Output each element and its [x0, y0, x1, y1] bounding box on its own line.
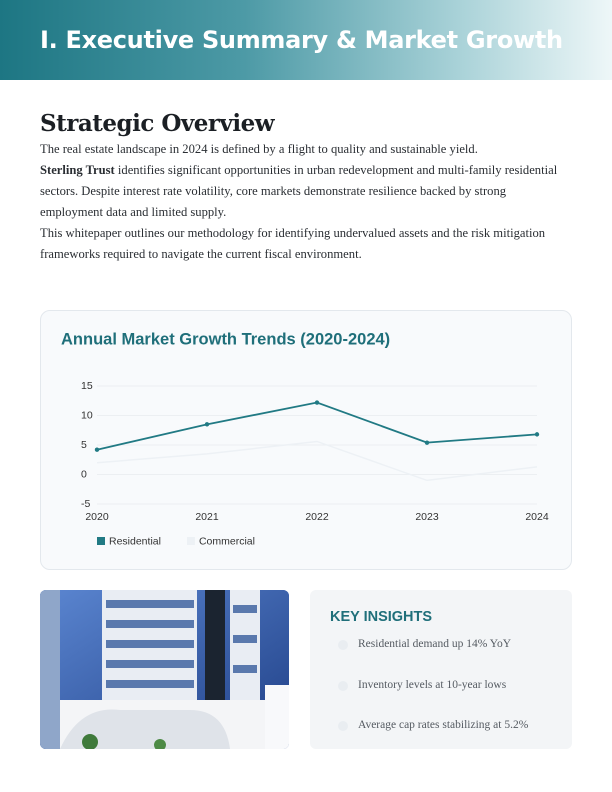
paragraph: This whitepaper outlines our methodology… — [40, 223, 572, 265]
lead: Sterling Trust — [40, 163, 115, 177]
legend-label: Commercial — [199, 535, 255, 547]
data-point — [314, 400, 320, 405]
y-tick-label: -5 — [81, 498, 90, 510]
x-tick-label: 2021 — [195, 511, 219, 523]
building-photo — [40, 590, 289, 749]
insight-item: Average cap rates stabilizing at 5.2% — [358, 719, 529, 731]
data-point — [204, 422, 210, 427]
y-tick-label: 5 — [81, 439, 87, 451]
y-tick-label: 0 — [81, 468, 87, 480]
overview-heading: Strategic Overview — [40, 110, 275, 137]
bullet-icon — [338, 640, 348, 650]
y-tick-label: 10 — [81, 409, 93, 421]
data-point — [424, 440, 430, 445]
data-point — [94, 447, 100, 452]
chart-title: Annual Market Growth Trends (2020-2024) — [61, 330, 390, 348]
paragraph: Sterling Trust identifies significant op… — [40, 160, 572, 223]
paragraph: The real estate landscape in 2024 is def… — [40, 139, 572, 160]
insight-item: Inventory levels at 10-year lows — [358, 679, 507, 691]
series-line — [96, 401, 538, 451]
text: identifies significant opportunities in … — [40, 163, 558, 219]
overview-body: The real estate landscape in 2024 is def… — [40, 139, 572, 265]
data-point — [534, 432, 540, 437]
insights-title: KEY INSIGHTS — [330, 609, 433, 625]
bullet-icon — [338, 721, 348, 731]
chart-card: Annual Market Growth Trends (2020-2024) … — [40, 310, 572, 570]
legend-swatch — [186, 537, 195, 545]
series-line — [96, 440, 538, 482]
x-tick-label: 2022 — [305, 511, 329, 523]
photo-illustration — [40, 590, 289, 749]
text: The real estate landscape in 2024 is def… — [40, 142, 478, 156]
text: This whitepaper outlines our methodology… — [40, 226, 546, 261]
insight-item: Residential demand up 14% YoY — [358, 638, 512, 650]
bullet-icon — [338, 681, 348, 691]
header-title: I. Executive Summary & Market Growth — [40, 26, 563, 54]
chart: Annual Market Growth Trends (2020-2024) … — [61, 330, 549, 547]
insights-card: KEY INSIGHTS Residential demand up 14% Y… — [310, 590, 572, 749]
x-tick-label: 2023 — [415, 511, 439, 523]
header: I. Executive Summary & Market Growth — [0, 0, 612, 80]
legend-label: Residential — [109, 535, 161, 547]
x-tick-label: 2024 — [525, 511, 549, 523]
legend-swatch — [97, 537, 105, 545]
x-tick-label: 2020 — [85, 511, 109, 523]
y-tick-label: 15 — [81, 380, 93, 392]
